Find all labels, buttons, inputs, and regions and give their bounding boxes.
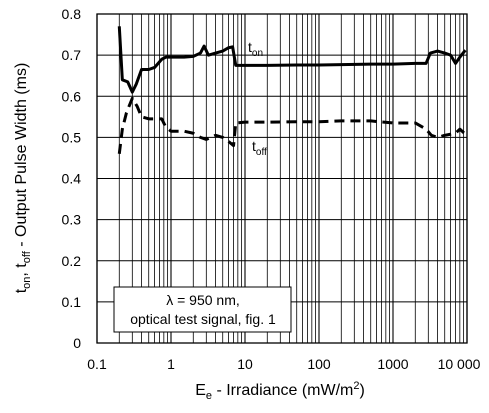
y-tick-label: 0.1 bbox=[62, 294, 82, 310]
series-line-t-on bbox=[117, 26, 467, 94]
tick-labels: 0.1 1 10 100 1000 10 000 0 0.1 0.2 0.3 0.4 0.5 0.6 0.… bbox=[62, 6, 481, 372]
annotation-box bbox=[113, 286, 292, 333]
annotation-line-1: λ = 950 nm, bbox=[166, 292, 240, 308]
y-tick-label: 0.3 bbox=[62, 212, 82, 228]
series-label-t-on: ton bbox=[248, 39, 263, 59]
x-tick-label: 0.1 bbox=[87, 356, 107, 372]
y-tick-label: 0.2 bbox=[62, 253, 82, 269]
y-tick-label: 0.4 bbox=[62, 171, 82, 187]
y-tick-label: 0.8 bbox=[62, 6, 82, 22]
x-axis-label: Ee - Irradiance (mW/m2) bbox=[195, 380, 365, 402]
series-line-t-off bbox=[117, 96, 467, 155]
y-axis-label: ton, toff - Output Pulse Width (ms) bbox=[13, 63, 33, 294]
x-tick-label: 10 000 bbox=[438, 356, 481, 372]
series-label-t-off: toff bbox=[252, 138, 267, 158]
y-tick-label: 0.7 bbox=[62, 47, 82, 63]
x-tick-label: 1 bbox=[167, 356, 175, 372]
y-tick-label: 0.6 bbox=[62, 88, 82, 104]
annotation-line-2: optical test signal, fig. 1 bbox=[130, 311, 276, 327]
x-tick-label: 100 bbox=[307, 356, 331, 372]
plot-frame bbox=[96, 13, 468, 344]
series-layer bbox=[117, 26, 467, 155]
x-tick-label: 10 bbox=[237, 356, 253, 372]
y-tick-label: 0.5 bbox=[62, 129, 82, 145]
y-tick-label: 0 bbox=[73, 335, 81, 351]
x-tick-label: 1000 bbox=[377, 356, 408, 372]
